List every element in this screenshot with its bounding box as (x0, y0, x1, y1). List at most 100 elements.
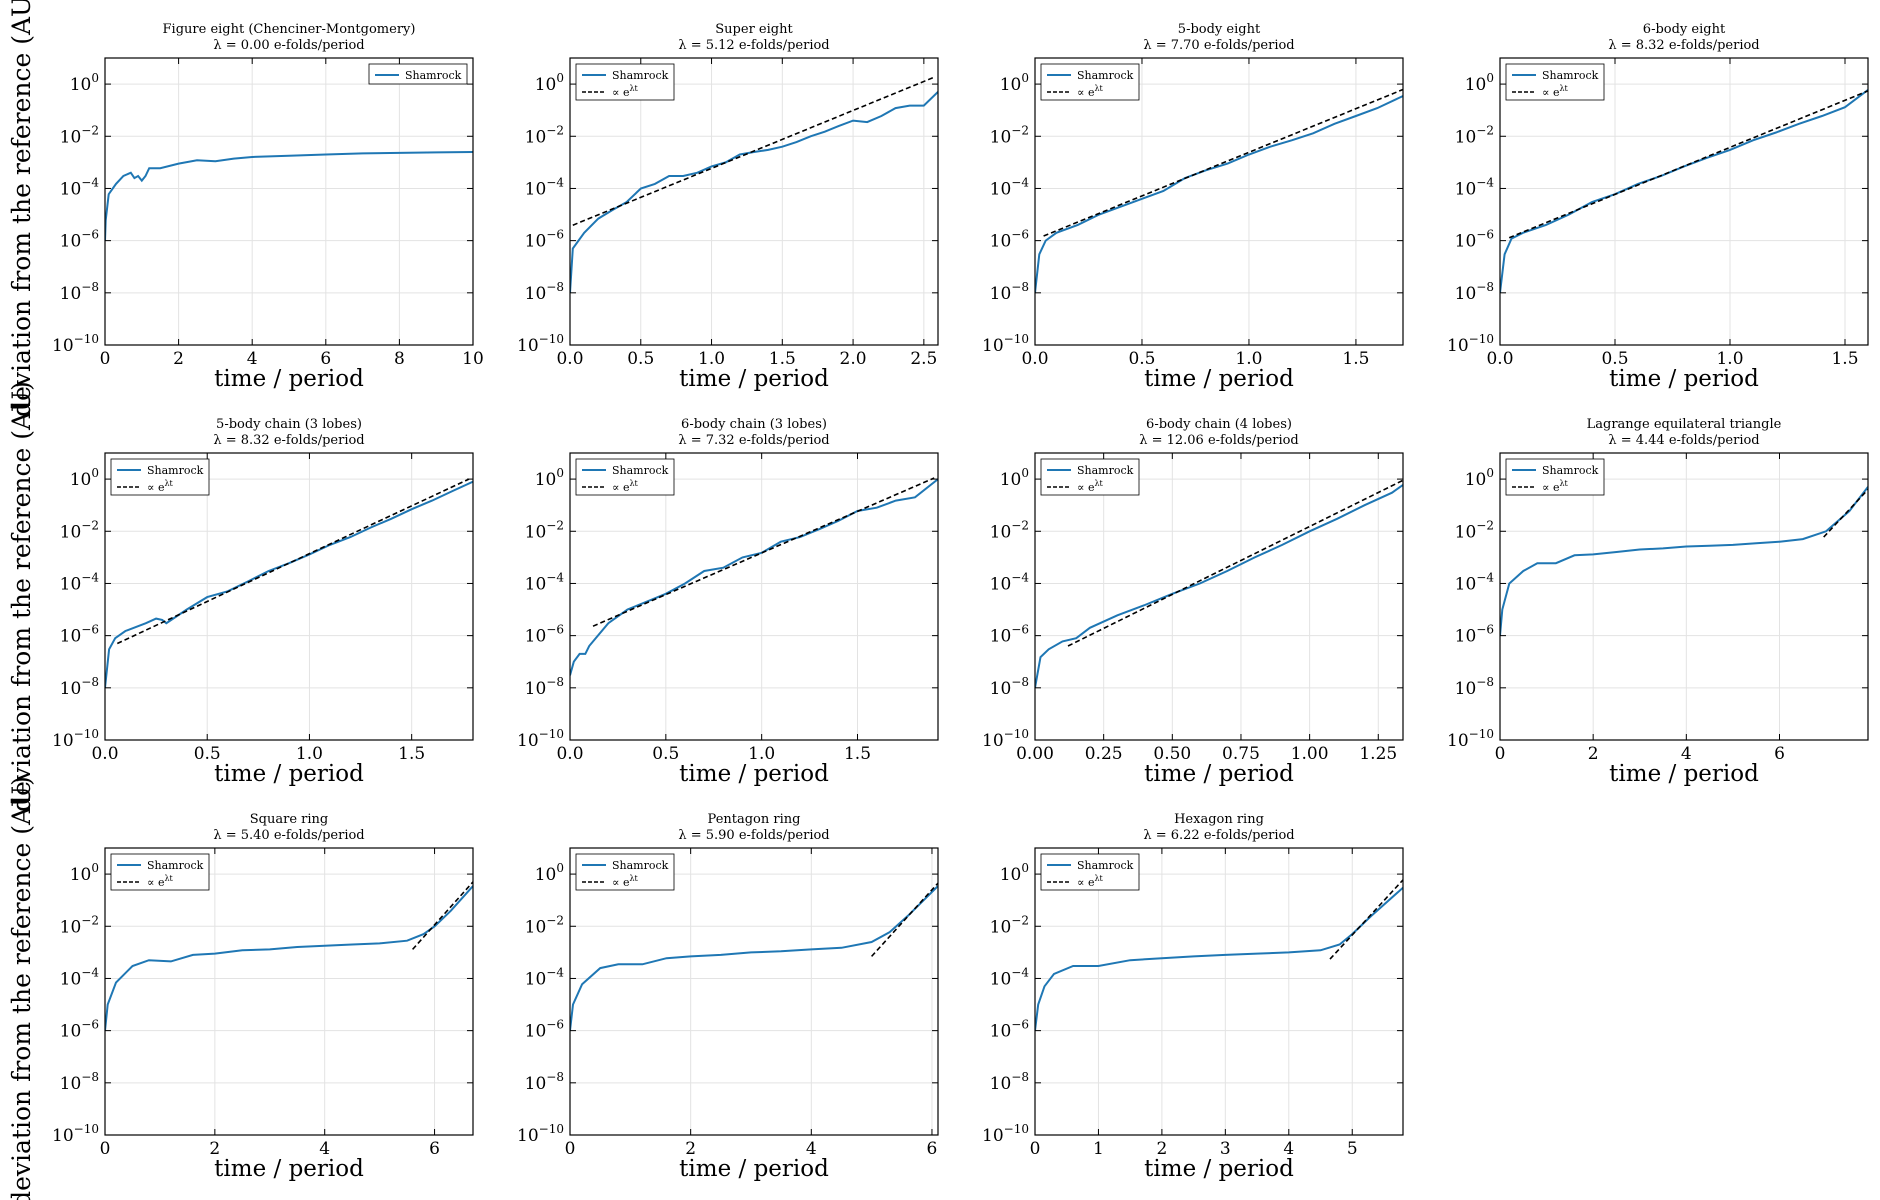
y-tick-label: 100 (535, 861, 564, 885)
x-tick-label: 0.75 (1222, 744, 1260, 764)
fit-line (1508, 90, 1868, 239)
legend: Shamrock ∝ eλt (110, 458, 210, 496)
x-tick-label: 0.5 (1128, 349, 1155, 369)
subplot-1: 0 2 4 6 8 10 10−10 10−8 10−6 10−4 10−2 100 Figure ei… (52, 22, 484, 392)
y-tick-label: 10−4 (1455, 175, 1495, 199)
legend-label: Shamrock (147, 859, 204, 872)
legend-label: ∝ eλt (612, 874, 639, 889)
y-tick-label: 10−6 (525, 1018, 564, 1042)
x-tick-label: 0.25 (1085, 744, 1123, 764)
x-tick-label: 6 (1774, 744, 1785, 764)
legend-label: ∝ eλt (147, 479, 174, 494)
subplot-title: 6-body chain (3 lobes) (681, 417, 827, 432)
x-tick-label: 0.00 (1016, 744, 1054, 764)
plot-frame (104, 57, 474, 346)
subplot-subtitle: λ = 5.40 e-folds/period (213, 828, 364, 843)
y-tick-label: 10−2 (60, 123, 99, 147)
y-axis-label: deviation from the reference (AU) (7, 776, 36, 1200)
subplot-4: 0.0 0.5 1.0 1.5 10−10 10−8 10−6 10−4 10−2 100 6-bo… (1447, 22, 1869, 392)
y-tick-label: 100 (1000, 861, 1029, 885)
legend-box (575, 458, 675, 496)
y-tick-label: 10−6 (990, 1018, 1029, 1042)
subplot-title: Square ring (250, 812, 328, 827)
y-tick-label: 100 (1000, 466, 1029, 490)
y-tick-label: 10−6 (525, 623, 564, 647)
legend-label: ∝ eλt (612, 84, 639, 99)
legend: Shamrock ∝ eλt (1040, 853, 1140, 891)
y-tick-label: 10−4 (990, 570, 1030, 594)
fit-line (1043, 88, 1403, 237)
series-line (570, 885, 938, 1031)
x-tick-label: 2 (1156, 1139, 1167, 1159)
legend-label: Shamrock (405, 69, 462, 82)
legend-label: Shamrock (1077, 69, 1134, 82)
subplot-subtitle: λ = 0.00 e-folds/period (213, 38, 364, 53)
legend: Shamrock ∝ eλt (1040, 63, 1140, 101)
x-tick-label: 4 (1681, 744, 1692, 764)
y-tick-label: 10−4 (60, 570, 100, 594)
y-tick-label: 10−4 (525, 570, 565, 594)
plot-frame (1034, 847, 1404, 1136)
subplot-5: 0.0 0.5 1.0 1.5 10−10 10−8 10−6 10−4 10−2 100 5-bo… (52, 417, 474, 787)
legend: Shamrock ∝ eλt (1505, 63, 1605, 101)
y-tick-label: 10−4 (990, 175, 1030, 199)
x-axis-label: time / period (679, 1156, 829, 1182)
x-tick-label: 6 (927, 1139, 938, 1159)
subplot-subtitle: λ = 8.32 e-folds/period (213, 433, 364, 448)
subplot-subtitle: λ = 7.32 e-folds/period (678, 433, 829, 448)
fit-line (1067, 479, 1403, 647)
x-tick-label: 1.5 (398, 744, 425, 764)
series-line (570, 478, 938, 676)
x-tick-label: 4 (319, 1139, 330, 1159)
x-axis-label: time / period (1144, 761, 1294, 787)
legend: Shamrock ∝ eλt (1040, 458, 1140, 496)
series-line (105, 151, 473, 241)
y-tick-label: 100 (70, 861, 99, 885)
subplot-subtitle: λ = 5.12 e-folds/period (678, 38, 829, 53)
y-tick-label: 10−6 (525, 228, 564, 252)
y-tick-label: 10−6 (1455, 623, 1494, 647)
subplot-7: 0.00 0.25 0.50 0.75 1.00 1.25 10−10 10−8 10−6 10−… (982, 417, 1404, 787)
x-tick-label: 0 (1495, 744, 1506, 764)
series-line (1035, 95, 1403, 293)
y-tick-label: 10−8 (525, 675, 564, 699)
x-tick-label: 1.0 (296, 744, 323, 764)
legend-box (1505, 63, 1605, 101)
legend-label: Shamrock (1542, 464, 1599, 477)
subplot-subtitle: λ = 6.22 e-folds/period (1143, 828, 1294, 843)
y-tick-label: 10−10 (517, 1122, 564, 1146)
x-tick-label: 0.5 (652, 744, 679, 764)
subplot-3: 0.0 0.5 1.0 1.5 10−10 10−8 10−6 10−4 10−2 100 5-bo… (982, 22, 1404, 392)
x-tick-label: 0.50 (1153, 744, 1191, 764)
y-tick-label: 100 (70, 71, 99, 95)
y-tick-label: 10−10 (982, 332, 1029, 356)
legend: Shamrock (368, 63, 468, 85)
y-tick-label: 10−10 (1447, 727, 1494, 751)
fit-line (871, 882, 938, 957)
legend-label: Shamrock (612, 859, 669, 872)
x-tick-label: 1.5 (844, 744, 871, 764)
subplot-title: Super eight (715, 22, 793, 37)
x-tick-label: 5 (1347, 1139, 1358, 1159)
subplot-title: 6-body eight (1643, 22, 1726, 37)
x-tick-label: 1.5 (1831, 349, 1858, 369)
y-tick-label: 10−4 (990, 965, 1030, 989)
subplot-6: 0.0 0.5 1.0 1.5 10−10 10−8 10−6 10−4 10−2 100 6-bo… (517, 417, 939, 787)
x-axis-label: time / period (679, 761, 829, 787)
x-tick-label: 1.5 (769, 349, 796, 369)
x-tick-label: 0.0 (1021, 349, 1048, 369)
x-tick-label: 0 (1030, 1139, 1041, 1159)
y-tick-label: 10−4 (60, 965, 100, 989)
x-tick-label: 0.0 (556, 744, 583, 764)
x-axis-label: time / period (214, 1156, 364, 1182)
series-line (1035, 886, 1403, 1031)
x-tick-label: 0.0 (1486, 349, 1513, 369)
legend-label: ∝ eλt (1077, 479, 1104, 494)
subplot-title: 6-body chain (4 lobes) (1146, 417, 1292, 432)
legend: Shamrock ∝ eλt (575, 63, 675, 101)
y-tick-label: 10−2 (990, 123, 1029, 147)
y-tick-label: 10−2 (525, 913, 564, 937)
plot-frame (1034, 57, 1404, 346)
series-line (1035, 484, 1403, 688)
